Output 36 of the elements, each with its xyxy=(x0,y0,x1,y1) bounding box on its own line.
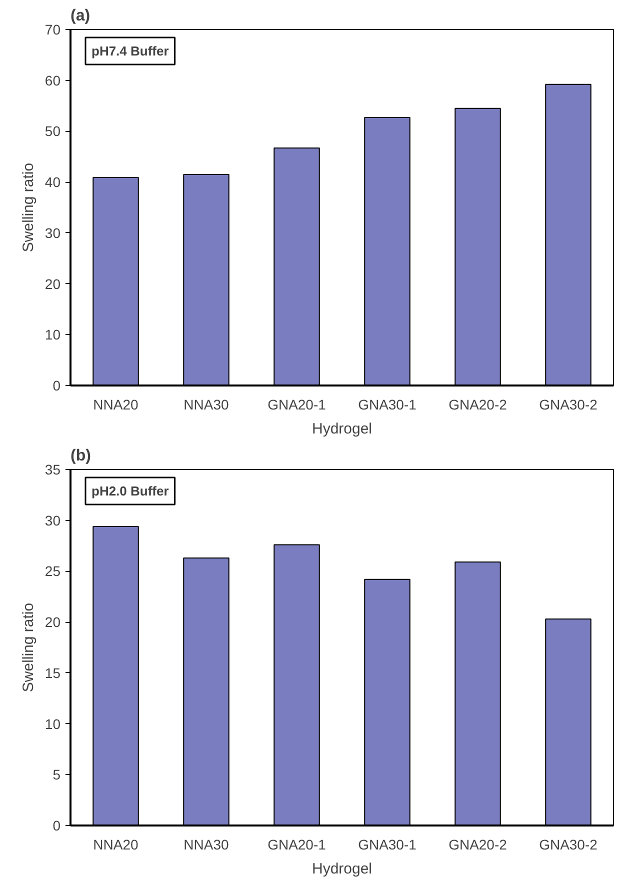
x-tick-label: GNA20-1 xyxy=(268,836,326,852)
x-tick-label: GNA30-2 xyxy=(539,836,598,852)
y-tick-label: 5 xyxy=(52,766,61,783)
x-tick-label: NNA20 xyxy=(93,396,139,412)
y-tick-label: 20 xyxy=(44,276,61,292)
x-tick-label: GNA20-2 xyxy=(448,396,508,412)
y-axis-title: Swelling ratio xyxy=(20,602,37,692)
y-tick-label: 60 xyxy=(44,72,61,88)
y-tick-label: 20 xyxy=(44,614,61,630)
y-tick-label: 70 xyxy=(44,22,61,38)
y-tick-label: 30 xyxy=(44,512,61,528)
y-axis-title: Swelling ratio xyxy=(20,162,37,252)
x-tick-label: GNA20-1 xyxy=(268,396,326,412)
y-tick-label: 15 xyxy=(44,664,61,681)
y-tick-label: 35 xyxy=(44,462,61,478)
y-tick-label: 30 xyxy=(44,224,61,241)
y-tick-label: 0 xyxy=(52,818,61,834)
x-tick-label: NNA20 xyxy=(93,836,139,852)
x-axis-title: Hydrogel xyxy=(312,420,372,438)
x-tick-label: GNA30-1 xyxy=(358,836,417,852)
x-tick-label: GNA30-2 xyxy=(539,396,598,412)
y-tick-label: 40 xyxy=(44,174,61,190)
y-tick-label: 10 xyxy=(44,716,61,732)
y-tick-label: 50 xyxy=(44,123,61,140)
x-tick-label: NNA30 xyxy=(184,836,230,852)
x-tick-label: NNA30 xyxy=(184,396,230,412)
x-tick-label: GNA20-2 xyxy=(448,836,508,852)
x-tick-label: GNA30-1 xyxy=(358,396,417,412)
y-tick-label: 0 xyxy=(52,378,61,394)
y-tick-label: 25 xyxy=(44,563,61,580)
chart-title: (b) xyxy=(70,448,91,464)
annotation: pH2.0 Buffer xyxy=(92,484,169,498)
chart-title: (a) xyxy=(70,8,90,24)
x-axis-title: Hydrogel xyxy=(312,860,372,878)
y-tick-label: 10 xyxy=(44,326,61,343)
annotation: pH7.4 Buffer xyxy=(92,44,169,58)
